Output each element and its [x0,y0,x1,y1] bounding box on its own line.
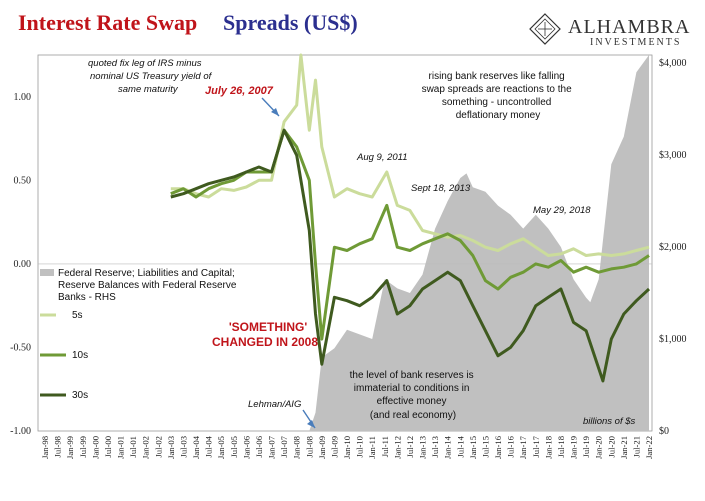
x-tick-label: Jul-17 [531,435,541,457]
x-tick-label: Jan-17 [518,435,528,459]
arrowhead-lehman-icon [307,420,315,428]
right-tick-label: $1,000 [659,334,687,345]
x-tick-label: Jan-11 [367,436,377,459]
x-tick-label: Jan-02 [141,436,151,459]
series-s10-line [170,128,650,341]
x-tick-label: Jul-20 [606,436,616,457]
reserves-area-layer [45,55,649,431]
left-tick-label: 0.50 [14,175,32,186]
x-tick-label: Jan-08 [292,436,302,459]
x-tick-label: Jul-07 [279,435,289,457]
x-tick-label: Jul-04 [204,435,214,457]
x-tick-label: Jul-01 [128,436,138,457]
label-july-2007: July 26, 2007 [205,85,274,97]
x-tick-label: Jul-15 [480,436,490,457]
brand-name: ALHAMBRA [568,16,690,38]
series-reserves-area [45,55,649,431]
note-effective-money: the level of bank reserves is immaterial… [350,370,477,421]
x-tick-label: Jan-07 [267,435,277,459]
legend-swatch-reserves [40,269,54,276]
left-tick-label: 1.00 [14,92,32,103]
x-tick-label: Jan-03 [166,436,176,459]
x-tick-label: Jan-22 [644,436,654,459]
arrowhead-july-2007-icon [271,108,279,116]
left-tick-label: 0.00 [14,259,32,270]
right-axis-ticks: $4,000 $3,000 $2,000 $1,000 $0 [659,58,687,437]
left-axis-ticks: 1.00 0.50 0.00 -0.50 -1.00 [10,92,31,437]
series-lines-layer [170,53,651,383]
x-tick-label: Jan-20 [594,436,604,459]
alhambra-logo-icon [529,13,561,45]
x-tick-label: Jan-04 [191,435,201,459]
legend-label-5s: 5s [72,310,83,321]
x-tick-label: Jul-05 [229,436,239,457]
x-tick-label: Jan-13 [418,436,428,459]
x-tick-label: Jul-21 [631,436,641,457]
x-tick-label: Jul-03 [178,436,188,457]
x-tick-label: Jan-15 [468,436,478,459]
right-tick-label: $2,000 [659,242,687,253]
x-tick-label: Jan-98 [40,436,50,459]
x-tick-label: Jan-21 [619,436,629,459]
x-tick-label: Jul-06 [254,435,264,457]
brand-sub: INVESTMENTS [590,37,681,48]
x-tick-label: Jan-99 [65,436,75,459]
x-tick-label: Jan-01 [116,436,126,459]
left-tick-label: -0.50 [10,342,31,353]
x-tick-label: Jul-18 [556,436,566,457]
note-irs-definition: quoted fix leg of IRS minus nominal US T… [88,58,214,95]
x-tick-label: Jul-99 [78,436,88,457]
x-tick-label: Jul-02 [153,436,163,457]
x-tick-label: Jul-13 [430,436,440,457]
x-tick-label: Jan-06 [241,435,251,459]
x-tick-label: Jan-14 [443,435,453,459]
label-sept-2013: Sept 18, 2013 [411,183,471,194]
x-tick-label: Jan-00 [90,436,100,459]
right-tick-label: $4,000 [659,58,687,69]
x-tick-label: Jul-14 [455,435,465,457]
left-tick-label: -1.00 [10,426,31,437]
x-tick-label: Jul-10 [355,436,365,457]
label-may-2018: May 29, 2018 [533,205,591,216]
chart-title-red: Interest Rate Swap [18,10,197,35]
note-billions: billions of $s [583,416,636,427]
x-tick-label: Jul-09 [329,436,339,457]
x-tick-label: Jan-12 [392,436,402,459]
legend-label-30s: 30s [72,390,88,401]
x-tick-label: Jan-18 [543,436,553,459]
right-tick-label: $0 [659,426,669,437]
chart-title-blue: Spreads (US$) [223,10,358,35]
label-lehman-aig: Lehman/AIG [248,399,301,410]
series-s5-line [170,53,650,257]
x-axis-ticks: Jan-98 Jul-98 Jan-99 Jul-99 Jan-00 Jul-00 Jan-… [40,435,654,459]
note-bank-reserves: rising bank reserves like falling swap s… [422,71,575,121]
series-s30-line [170,128,651,383]
x-tick-label: Jul-98 [53,436,63,457]
x-tick-label: Jul-08 [304,436,314,457]
x-tick-label: Jul-12 [405,436,415,457]
x-tick-label: Jul-19 [581,436,591,457]
x-tick-label: Jan-05 [216,436,226,459]
right-tick-label: $3,000 [659,150,687,161]
label-aug-2011: Aug 9, 2011 [356,152,408,163]
legend-label-reserves: Federal Reserve; Liabilities and Capital… [58,268,239,303]
chart-legend: Federal Reserve; Liabilities and Capital… [40,268,239,401]
legend-label-10s: 10s [72,350,88,361]
label-something: 'SOMETHING' [229,320,308,334]
x-tick-label: Jan-19 [569,436,579,459]
x-tick-label: Jan-10 [342,436,352,459]
label-changed-2008: CHANGED IN 2008 [212,335,318,349]
x-tick-label: Jul-00 [103,436,113,457]
x-tick-label: Jul-16 [506,435,516,457]
x-tick-label: Jan-09 [317,436,327,459]
x-tick-label: Jan-16 [493,435,503,459]
x-tick-label: Jul-11 [380,436,390,457]
